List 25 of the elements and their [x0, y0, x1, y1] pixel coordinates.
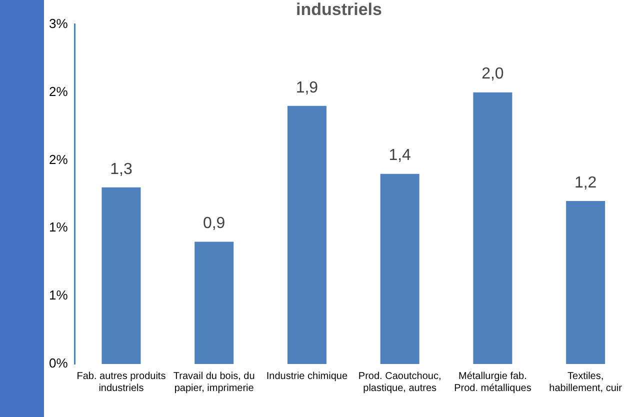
y-tick-label: 1%	[48, 220, 68, 235]
bar	[102, 187, 141, 364]
x-tick-label: Fab. autres produits industriels	[76, 370, 166, 394]
data-label: 2,0	[482, 66, 504, 83]
bar	[194, 242, 234, 364]
data-label: 1,4	[388, 147, 412, 164]
y-tick-label: 2%	[48, 84, 68, 99]
bar	[473, 92, 512, 364]
y-tick-label: 2%	[48, 152, 68, 167]
data-label: 0,9	[202, 215, 226, 232]
x-tick-label: Textiles, habillement, cuir	[549, 370, 623, 394]
bar	[380, 174, 420, 364]
data-label: 1,9	[296, 79, 318, 96]
y-tick-label: 1%	[48, 288, 68, 303]
data-label: 1,2	[574, 174, 597, 192]
bar	[287, 106, 326, 364]
x-tick-label: Prod. Caoutchouc, plastique, autres	[358, 370, 442, 394]
x-tick-label: Travail du bois, du papier, imprimerie	[173, 370, 255, 394]
x-tick-label: Industrie chimique	[266, 370, 348, 382]
y-tick-label: 0%	[48, 356, 68, 371]
bar	[566, 200, 606, 364]
data-label: 1,3	[110, 160, 132, 178]
chart-title: industriels	[296, 0, 382, 19]
x-tick-label: Métallurgie fab. Prod. métalliques	[454, 370, 532, 394]
y-tick-label: 3%	[48, 16, 68, 31]
